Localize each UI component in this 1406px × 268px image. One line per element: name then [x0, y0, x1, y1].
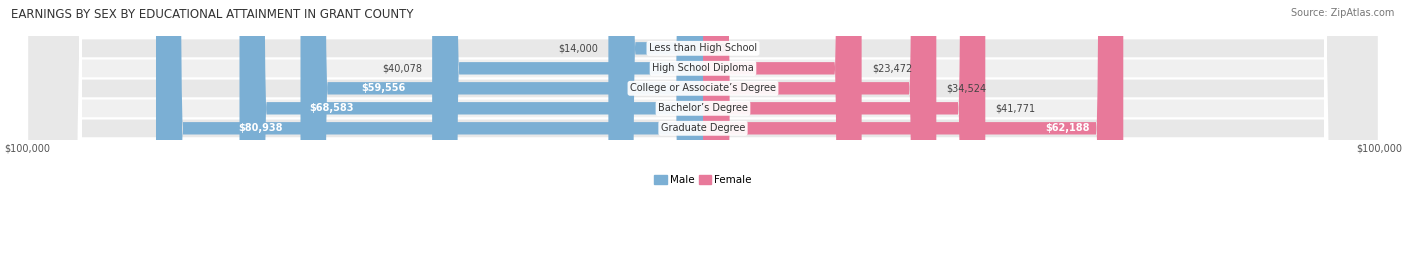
Text: $59,556: $59,556 — [361, 83, 405, 93]
FancyBboxPatch shape — [27, 0, 1379, 268]
FancyBboxPatch shape — [703, 0, 936, 268]
Text: $14,000: $14,000 — [558, 43, 598, 53]
Legend: Male, Female: Male, Female — [650, 171, 756, 189]
Text: $80,938: $80,938 — [238, 123, 283, 133]
Text: $40,078: $40,078 — [382, 63, 422, 73]
Text: Graduate Degree: Graduate Degree — [661, 123, 745, 133]
FancyBboxPatch shape — [703, 0, 1123, 268]
Text: $68,583: $68,583 — [309, 103, 353, 113]
FancyBboxPatch shape — [239, 0, 703, 268]
Text: EARNINGS BY SEX BY EDUCATIONAL ATTAINMENT IN GRANT COUNTY: EARNINGS BY SEX BY EDUCATIONAL ATTAINMEN… — [11, 8, 413, 21]
FancyBboxPatch shape — [432, 0, 703, 268]
Text: $0: $0 — [713, 43, 725, 53]
Text: $34,524: $34,524 — [946, 83, 987, 93]
Text: Less than High School: Less than High School — [650, 43, 756, 53]
Text: $41,771: $41,771 — [995, 103, 1036, 113]
FancyBboxPatch shape — [156, 0, 703, 268]
FancyBboxPatch shape — [27, 0, 1379, 268]
Text: College or Associate’s Degree: College or Associate’s Degree — [630, 83, 776, 93]
FancyBboxPatch shape — [301, 0, 703, 268]
Text: Bachelor’s Degree: Bachelor’s Degree — [658, 103, 748, 113]
FancyBboxPatch shape — [27, 0, 1379, 268]
FancyBboxPatch shape — [27, 0, 1379, 268]
Text: $23,472: $23,472 — [872, 63, 912, 73]
Text: High School Diploma: High School Diploma — [652, 63, 754, 73]
Text: Source: ZipAtlas.com: Source: ZipAtlas.com — [1291, 8, 1395, 18]
FancyBboxPatch shape — [703, 0, 862, 268]
FancyBboxPatch shape — [609, 0, 703, 268]
Text: $62,188: $62,188 — [1045, 123, 1090, 133]
FancyBboxPatch shape — [703, 0, 986, 268]
FancyBboxPatch shape — [27, 0, 1379, 268]
